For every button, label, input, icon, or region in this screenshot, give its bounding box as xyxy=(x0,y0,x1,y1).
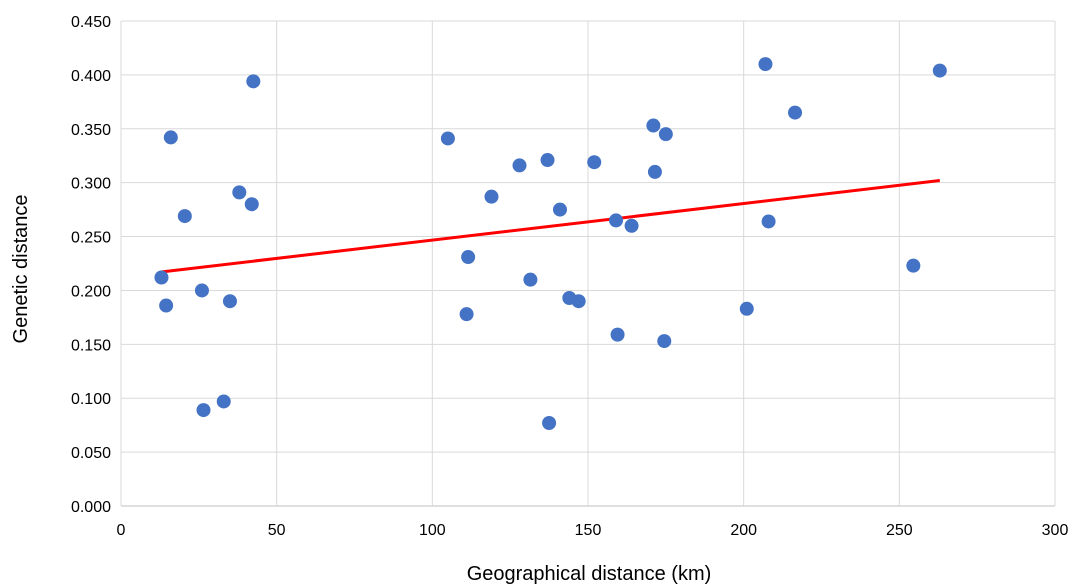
data-point xyxy=(177,209,192,224)
x-tick-label: 250 xyxy=(886,522,913,539)
x-tick-label: 200 xyxy=(730,522,757,539)
x-axis-ticks: 0 50 100 150 200 250 300 xyxy=(117,522,1069,539)
data-point xyxy=(222,294,237,309)
y-tick-label: 0.150 xyxy=(71,337,111,354)
data-point xyxy=(932,63,947,78)
data-point xyxy=(788,105,803,120)
data-point xyxy=(484,189,499,204)
data-point xyxy=(459,307,474,322)
data-point xyxy=(512,158,527,173)
y-tick-label: 0.250 xyxy=(71,230,111,247)
data-points xyxy=(154,57,947,431)
data-point xyxy=(196,403,211,418)
y-tick-label: 0.400 xyxy=(71,68,111,85)
x-tick-label: 0 xyxy=(117,522,126,539)
data-point xyxy=(159,298,174,313)
y-tick-label: 0.050 xyxy=(71,445,111,462)
trendline-layer xyxy=(159,179,940,274)
y-tick-label: 0.000 xyxy=(71,499,111,516)
grid-lines xyxy=(120,20,1056,507)
data-point xyxy=(647,164,662,179)
trendline xyxy=(159,179,940,274)
data-point xyxy=(587,155,602,170)
y-axis-label: Genetic distance xyxy=(10,195,32,344)
data-point xyxy=(154,270,169,285)
x-tick-label: 150 xyxy=(575,522,602,539)
y-tick-label: 0.350 xyxy=(71,122,111,139)
data-point xyxy=(194,283,209,298)
data-point xyxy=(163,130,178,145)
x-axis-label: Geographical distance (km) xyxy=(467,563,712,585)
data-point xyxy=(571,294,586,309)
x-tick-label: 100 xyxy=(419,522,446,539)
x-tick-label: 50 xyxy=(268,522,286,539)
data-point xyxy=(461,250,476,265)
data-point xyxy=(657,334,672,349)
x-tick-label: 300 xyxy=(1042,522,1069,539)
data-point xyxy=(906,258,921,273)
data-point xyxy=(658,127,673,142)
data-point xyxy=(542,416,557,431)
data-point xyxy=(540,153,555,168)
y-tick-label: 0.200 xyxy=(71,283,111,300)
y-tick-label: 0.300 xyxy=(71,176,111,193)
data-point xyxy=(232,185,247,200)
data-point xyxy=(610,327,625,342)
data-point xyxy=(523,272,538,287)
data-point xyxy=(216,394,231,409)
data-point xyxy=(246,74,261,89)
data-point xyxy=(440,131,455,146)
data-point xyxy=(244,197,259,212)
data-point xyxy=(758,57,773,72)
data-point xyxy=(761,214,776,229)
data-point xyxy=(552,202,567,217)
data-point xyxy=(609,213,624,228)
y-tick-label: 0.450 xyxy=(71,14,111,31)
y-axis-ticks: 0.000 0.050 0.100 0.150 0.200 0.250 0.300 0.350… xyxy=(71,14,111,516)
data-point xyxy=(646,118,661,133)
y-tick-label: 0.100 xyxy=(71,391,111,408)
data-point xyxy=(739,301,754,316)
data-point xyxy=(624,218,639,233)
